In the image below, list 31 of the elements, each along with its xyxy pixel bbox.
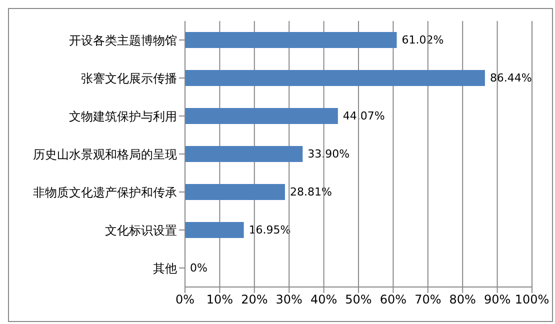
- x-tick-label: 80%: [449, 292, 476, 307]
- x-tick-label: 20%: [241, 292, 268, 307]
- bar: [185, 184, 285, 200]
- bar: [185, 222, 244, 238]
- y-tick-label: 非物质文化遗产保护和传承: [33, 185, 177, 200]
- x-tick-label: 40%: [310, 292, 338, 307]
- y-tick-label: 文物建筑保护与利用: [69, 109, 177, 124]
- x-tick-label: 0%: [175, 292, 195, 307]
- x-tick-label: 100%: [514, 292, 550, 307]
- data-label: 86.44%: [490, 72, 532, 84]
- x-tick-label: 30%: [276, 292, 302, 307]
- bar: [185, 70, 485, 86]
- x-tick-label: 10%: [206, 292, 234, 307]
- y-tick-label: 文化标识设置: [105, 223, 177, 238]
- bar: [185, 32, 397, 48]
- data-label: 44.07%: [342, 110, 385, 122]
- x-tick-label: 70%: [414, 292, 442, 307]
- y-tick-label: 张謇文化展示传播: [81, 71, 177, 86]
- bar: [185, 108, 338, 124]
- x-tick-label: 60%: [380, 292, 407, 307]
- bar: [185, 146, 303, 162]
- y-tick-label: 开设各类主题博物馆: [69, 33, 177, 48]
- y-tick-label: 历史山水景观和格局的呈现: [33, 147, 177, 162]
- x-tick-label: 50%: [345, 292, 372, 307]
- data-label: 61.02%: [402, 34, 444, 46]
- data-label: 28.81%: [290, 186, 332, 198]
- data-label: 33.90%: [308, 148, 350, 160]
- y-tick-label: 其他: [153, 261, 177, 276]
- x-tick-label: 90%: [484, 292, 511, 307]
- data-label: 0%: [190, 262, 208, 274]
- data-label: 16.95%: [248, 224, 291, 236]
